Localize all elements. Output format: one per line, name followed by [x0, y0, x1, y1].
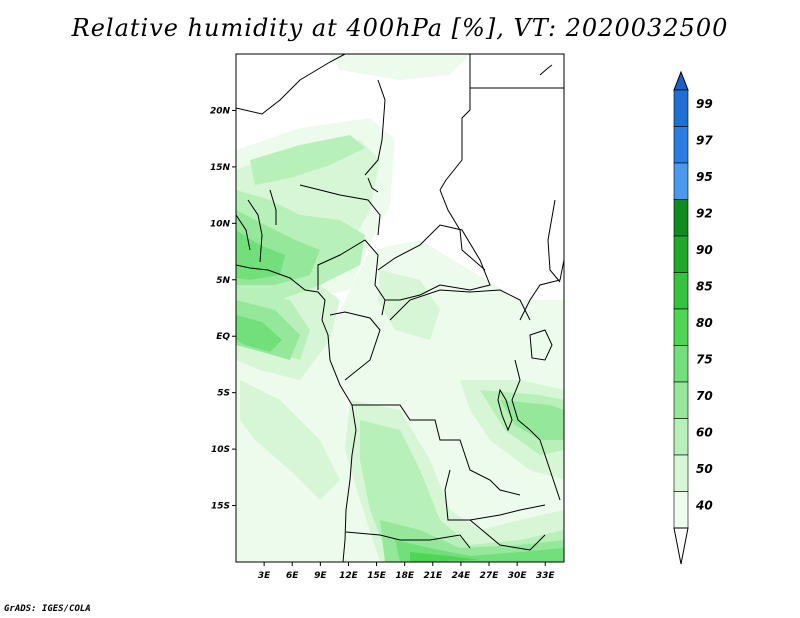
- colorbar-swatch: [673, 345, 689, 383]
- red-sea-coast: [367, 64, 553, 193]
- humidity-zone-sahel-streak: [250, 135, 365, 185]
- lon-tick-label: 12E: [339, 571, 359, 581]
- colorbar-label: 60: [696, 425, 713, 439]
- lat-tick-label: 10S: [211, 445, 230, 455]
- humidity-zone-atl-streak: [240, 380, 340, 500]
- border-sahara-north: [236, 54, 346, 115]
- humidity-zone-central: [330, 240, 564, 562]
- humidity-zone-angola-high: [360, 420, 564, 562]
- humidity-zone-mid-med: [378, 270, 440, 340]
- lat-tick-label: 15S: [211, 502, 230, 512]
- colorbar-label: 90: [696, 243, 713, 257]
- colorbar-label: 85: [696, 279, 713, 293]
- colorbar-bottom-arrow: [673, 527, 689, 565]
- colorbar-label: 70: [696, 389, 713, 403]
- coastline: [236, 264, 357, 562]
- border-east-africa: [519, 259, 564, 321]
- colorbar-label: 50: [696, 462, 713, 476]
- humidity-zone-core-lakes: [500, 400, 564, 440]
- latitude-ticks: 20N 15N 10N 5N EQ 5S 10S 15S: [210, 106, 236, 512]
- lat-tick-label: 20N: [210, 106, 231, 116]
- lon-tick-label: 18E: [395, 571, 415, 581]
- colorbar-label: 99: [696, 97, 713, 111]
- colorbar-swatch: [673, 126, 689, 164]
- border-zambia-south: [469, 519, 546, 551]
- border-cameroon: [317, 239, 386, 316]
- lat-tick-label: 10N: [210, 219, 231, 229]
- lon-tick-label: 30E: [508, 571, 528, 581]
- colorbar-swatch: [673, 199, 689, 237]
- border-congo: [329, 311, 381, 381]
- map-frame: [235, 53, 565, 563]
- colorbar-swatch: [673, 418, 689, 456]
- colorbar-top-arrow: [673, 70, 689, 91]
- border-car: [377, 224, 491, 301]
- country-borders: [236, 54, 564, 562]
- border-sudan-ethiopia: [547, 199, 561, 283]
- colorbar-label: 40: [695, 498, 713, 512]
- colorbar-swatch: [673, 272, 689, 310]
- border-egypt-sudan: [439, 54, 471, 191]
- colorbar-label: 97: [696, 133, 713, 147]
- lat-tick-label: 5N: [216, 276, 230, 286]
- humidity-zone-peak-eq: [236, 315, 282, 352]
- colorbar-swatch: [673, 381, 689, 419]
- border-nigeria-chad: [299, 184, 381, 236]
- colorbar-swatch: [673, 308, 689, 346]
- lake-victoria: [529, 329, 553, 361]
- colorbar-swatch: [673, 454, 689, 492]
- humidity-zone-north: [330, 54, 470, 80]
- humidity-zone-max-south: [410, 552, 480, 562]
- border-libya-chad: [364, 79, 386, 176]
- lon-tick-label: 21E: [423, 571, 443, 581]
- border-lakes: [511, 359, 561, 501]
- lon-tick-label: 3E: [258, 571, 271, 581]
- lake-tanganyika: [497, 388, 513, 432]
- chart-title: Relative humidity at 400hPa [%], VT: 202…: [71, 14, 729, 42]
- border-drc-angola: [352, 404, 521, 496]
- colorbar-swatch: [673, 491, 689, 529]
- colorbar-label: 95: [696, 170, 713, 184]
- lat-tick-label: 5S: [217, 389, 230, 399]
- colorbar-label: 92: [696, 206, 713, 220]
- border-angola-namibia: [345, 531, 471, 549]
- lon-tick-label: 24E: [452, 571, 472, 581]
- lon-tick-label: 33E: [536, 571, 556, 581]
- colorbar-swatch: [673, 162, 689, 200]
- colorbar-label: 80: [696, 316, 713, 330]
- lat-tick-label: EQ: [216, 332, 230, 342]
- border-drc-north: [389, 289, 531, 321]
- humidity-field: [236, 54, 564, 562]
- border-west-states: [236, 189, 277, 263]
- credit-label: GrADS: IGES/COLA: [4, 604, 91, 614]
- lon-tick-label: 9E: [314, 571, 327, 581]
- lon-tick-label: 15E: [367, 571, 387, 581]
- lat-tick-label: 15N: [210, 163, 231, 173]
- colorbar-label: 75: [696, 352, 713, 366]
- colorbar-swatch: [673, 235, 689, 273]
- longitude-ticks: 3E 6E 9E 12E 15E 18E 21E 24E 27E 30E 33E: [258, 562, 556, 581]
- lon-tick-label: 27E: [480, 571, 500, 581]
- colorbar-swatch: [673, 89, 689, 127]
- lon-tick-label: 6E: [286, 571, 299, 581]
- colorbar: 99 97 95 92 90 85 80 75 70 60 50 40: [673, 70, 713, 565]
